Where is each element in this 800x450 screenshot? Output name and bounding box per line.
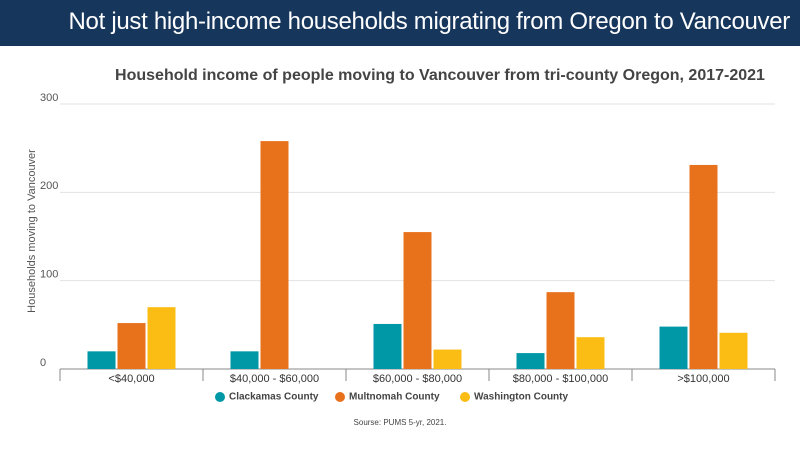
x-tick-label: $60,000 - $80,000 bbox=[373, 373, 462, 385]
bar bbox=[516, 353, 545, 369]
bar bbox=[87, 351, 116, 369]
y-tick-label: 100 bbox=[40, 269, 58, 281]
header-title: Not just high-income households migratin… bbox=[68, 8, 791, 35]
chart-title: Household income of people moving to Van… bbox=[115, 67, 765, 84]
bar bbox=[689, 164, 718, 369]
header-band: Not just high-income households migratin… bbox=[0, 0, 800, 46]
legend-label: Clackamas County bbox=[229, 392, 319, 403]
x-tick-label: $80,000 - $100,000 bbox=[513, 373, 608, 385]
source-note: Sourse: PUMS 5-yr, 2021. bbox=[354, 418, 447, 427]
legend-swatch bbox=[215, 392, 225, 402]
x-tick-label: >$100,000 bbox=[677, 373, 729, 385]
y-tick-label: 300 bbox=[40, 92, 58, 104]
x-tick-label: $40,000 - $60,000 bbox=[230, 373, 319, 385]
bar bbox=[719, 332, 748, 369]
bar bbox=[433, 349, 462, 369]
x-tick-label: <$40,000 bbox=[108, 373, 154, 385]
bar bbox=[373, 323, 402, 369]
legend-label: Washington County bbox=[474, 392, 568, 403]
legend-label: Multnomah County bbox=[349, 392, 440, 403]
bar bbox=[260, 141, 289, 369]
bar bbox=[117, 323, 146, 369]
bar bbox=[546, 292, 575, 369]
y-axis-label: Households moving to Vancouver bbox=[26, 149, 38, 313]
y-tick-label: 200 bbox=[40, 180, 58, 192]
legend-swatch bbox=[335, 392, 345, 402]
bar bbox=[659, 326, 688, 369]
bar bbox=[147, 307, 176, 369]
y-tick-label: 0 bbox=[40, 357, 46, 369]
bar bbox=[403, 232, 432, 369]
legend-swatch bbox=[460, 392, 470, 402]
chart: Household income of people moving to Van… bbox=[26, 67, 776, 427]
bar bbox=[576, 337, 605, 369]
bar bbox=[230, 351, 259, 369]
